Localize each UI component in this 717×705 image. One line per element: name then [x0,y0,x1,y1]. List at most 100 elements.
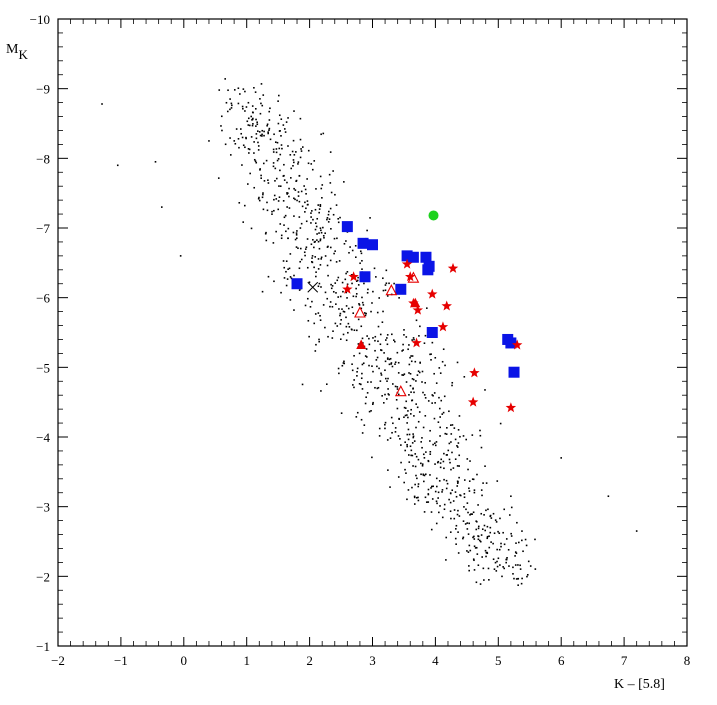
field-point [229,108,231,111]
field-point [435,500,438,503]
field-point [267,179,269,181]
field-point [314,228,317,231]
field-point [464,523,467,525]
field-point [326,246,329,248]
field-point [247,148,250,150]
field-point [351,328,353,331]
field-point [361,259,363,262]
field-point [318,208,321,210]
field-point [282,200,285,202]
field-point [473,545,476,548]
field-point [468,565,470,567]
field-point [442,411,445,414]
field-point [326,264,329,267]
field-point [265,159,268,162]
field-point [484,389,486,391]
field-point [472,478,475,481]
field-point [473,538,476,540]
field-point [280,135,282,137]
field-point [341,364,344,367]
field-point [466,502,469,504]
field-point [389,357,392,360]
field-point [317,285,320,288]
field-point [316,239,318,241]
field-point [242,88,245,90]
field-point [231,104,233,107]
field-point [396,386,399,388]
field-point [297,161,300,163]
field-point [495,521,498,523]
field-point [376,365,378,368]
field-point [329,182,332,184]
axis-ticks [57,18,688,647]
y-axis-label-subscript: K [18,47,28,62]
field-point [402,349,404,351]
field-point [319,205,322,208]
field-point [441,491,443,493]
field-point [404,414,407,417]
field-point [413,503,416,505]
field-point [456,485,459,487]
field-point [417,420,420,423]
field-point [300,190,303,193]
field-point [332,170,334,172]
field-point [287,237,289,240]
field-point [386,358,389,360]
field-point [408,344,410,346]
field-point [424,381,426,384]
field-point [336,325,339,327]
field-point [361,432,364,434]
field-point [499,517,501,520]
field-point [320,286,322,288]
field-point [386,343,389,346]
field-point [308,335,310,338]
field-point [467,511,469,514]
field-point [479,583,482,585]
field-point [367,288,369,291]
field-point [374,335,377,338]
field-point [510,532,512,535]
field-point [493,532,496,535]
field-point [244,90,246,93]
field-point [255,137,258,140]
field-point [227,89,229,92]
field-point [314,240,316,243]
field-point [273,280,275,283]
field-point [407,410,409,412]
field-point [319,175,322,178]
field-point [289,154,292,156]
field-point [456,465,459,467]
field-point [323,236,325,239]
field-point [457,531,459,533]
y-tick-label: −8 [36,151,50,166]
field-point [400,444,402,446]
field-point [455,524,458,527]
field-point [260,102,262,105]
field-point [394,361,397,364]
field-point [339,323,342,325]
field-point [353,386,355,389]
field-point [361,388,364,390]
field-point [438,367,441,369]
field-point [418,371,421,374]
field-point [237,87,240,90]
field-point [312,238,314,241]
field-point [317,258,320,260]
field-point [445,487,448,490]
red-star-marker [467,396,479,407]
field-point [399,438,401,440]
field-point [505,538,508,540]
field-point [374,339,376,342]
field-point [484,549,487,552]
field-point [448,458,451,461]
field-point [259,98,261,100]
field-point [339,312,342,315]
field-point [282,175,285,177]
field-point [424,334,427,337]
field-point [311,255,314,257]
field-point [314,313,317,315]
field-point [281,147,283,150]
y-tick-label: −6 [36,291,50,306]
field-point [415,455,418,458]
field-point [160,206,163,208]
